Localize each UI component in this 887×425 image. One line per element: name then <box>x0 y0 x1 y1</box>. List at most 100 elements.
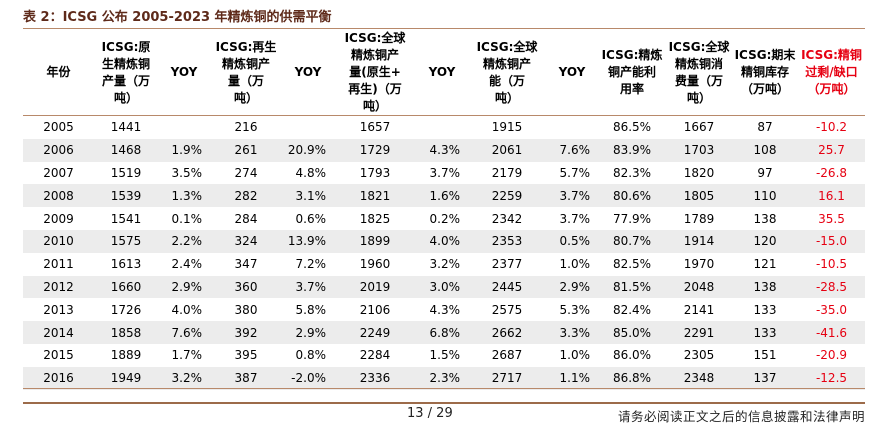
table-cell: 82.4% <box>612 302 652 317</box>
table-body: 2005 1441 216 1657 1915 86.5% 1667 87 -10.2 2006 1… <box>23 116 865 390</box>
year-cell: 2005 <box>43 120 74 135</box>
table-cell: 2717 <box>468 366 546 390</box>
table-row: 2007 1519 3.5% 274 4.8% 1793 3.7% 2179 5.7% 82.3%… <box>23 162 865 185</box>
header-yoy: YOY <box>282 30 334 116</box>
table-cell: 0.6% <box>295 211 327 226</box>
table-cell: 261 <box>210 138 282 162</box>
table-cell: 2377 <box>491 257 523 272</box>
table-cell: 1441 <box>110 120 142 135</box>
table-cell: 1.0% <box>559 348 591 363</box>
table-cell: 13.9% <box>282 229 334 253</box>
year-cell: 2006 <box>23 138 94 162</box>
table-cell: 2259 <box>468 184 546 208</box>
footer-divider <box>23 402 865 404</box>
table-cell: 80.6% <box>598 184 666 208</box>
table-cell: 1.5% <box>429 348 461 363</box>
table-cell: 1613 <box>110 257 142 272</box>
year-cell: 2015 <box>43 348 74 363</box>
table-row: 2014 1858 7.6% 392 2.9% 2249 6.8% 2662 3.3% 85.0%… <box>23 321 865 344</box>
table-cell <box>416 116 468 139</box>
table-cell: 1970 <box>683 257 715 272</box>
table-cell: 395 <box>234 348 258 363</box>
table-cell: 282 <box>210 184 282 208</box>
table-cell: 4.3% <box>416 138 468 162</box>
table-cell: 1899 <box>334 229 416 253</box>
table-cell: 20.9% <box>282 138 334 162</box>
table-cell: 1960 <box>359 257 391 272</box>
table-cell: 1703 <box>666 138 732 162</box>
table-cell: 4.8% <box>295 165 327 180</box>
table-cell: 380 <box>234 302 258 317</box>
table-cell: 0.2% <box>429 211 461 226</box>
header-cell: ICSG:期末 精铜库存 （万吨） <box>732 30 798 116</box>
table-cell: 360 <box>210 275 282 299</box>
table-cell: 1729 <box>334 138 416 162</box>
table-cell: 1660 <box>94 275 158 299</box>
table-cell: 5.8% <box>295 302 327 317</box>
table-cell: 3.7% <box>546 184 598 208</box>
header-yoy: YOY <box>158 30 210 116</box>
table-cell: 16.1 <box>798 184 865 208</box>
table-cell: 77.9% <box>612 211 652 226</box>
table-cell: 1825 <box>359 211 391 226</box>
table-cell: 121 <box>753 257 777 272</box>
table-cell: 3.7% <box>282 275 334 299</box>
table-cell: 2445 <box>468 275 546 299</box>
table-cell: 137 <box>732 366 798 390</box>
table-cell: 3.2% <box>158 366 210 390</box>
table-row: 2008 1539 1.3% 282 3.1% 1821 1.6% 2259 3.7% 80.6%… <box>23 184 865 208</box>
table-cell: 324 <box>210 229 282 253</box>
table-cell: 1.1% <box>546 366 598 390</box>
legal-disclaimer: 请务必阅读正文之后的信息披露和法律声明 <box>617 409 865 424</box>
table-cell: 5.7% <box>559 165 591 180</box>
table-cell: 85.0% <box>598 321 666 344</box>
table-cell: 0.8% <box>295 348 327 363</box>
table-cell: 1821 <box>334 184 416 208</box>
table-bottom-rule <box>23 388 865 389</box>
table-cell: 86.8% <box>598 366 666 390</box>
table-cell: 35.5 <box>818 211 845 226</box>
year-cell: 2012 <box>23 275 94 299</box>
table-cell: -28.5 <box>798 275 865 299</box>
table-cell: 1726 <box>110 302 142 317</box>
page-number: 13 / 29 <box>407 406 453 421</box>
table-cell: 1657 <box>359 120 391 135</box>
table-cell: 1.0% <box>559 257 591 272</box>
table-row: 2012 1660 2.9% 360 3.7% 2019 3.0% 2445 2.9% 81.5%… <box>23 275 865 299</box>
table-cell: 1667 <box>683 120 715 135</box>
table-cell: 1541 <box>110 211 142 226</box>
table-cell: 0.5% <box>546 229 598 253</box>
table-cell: 1519 <box>110 165 142 180</box>
table-cell: 1789 <box>683 211 715 226</box>
table-cell: 4.3% <box>429 302 461 317</box>
table-cell: 3.7% <box>429 165 461 180</box>
table-cell: 392 <box>210 321 282 344</box>
table-cell: 7.6% <box>158 321 210 344</box>
header-cell: ICSG:原 生精炼铜 产量（万 吨） <box>94 30 158 116</box>
table-row: 2009 1541 0.1% 284 0.6% 1825 0.2% 2342 3.7% 77.9%… <box>23 207 865 230</box>
header-cell: ICSG:全球 精炼铜产 量(原生+ 再生)（万 吨） <box>334 30 416 116</box>
table-cell: 2342 <box>491 211 523 226</box>
table-cell: 274 <box>234 165 258 180</box>
table-cell: 2575 <box>491 302 523 317</box>
table-cell: 2.4% <box>171 257 203 272</box>
table-cell: 1539 <box>94 184 158 208</box>
table-cell: 7.6% <box>546 138 598 162</box>
table-cell: 3.3% <box>546 321 598 344</box>
table-cell: 151 <box>753 348 777 363</box>
table-cell: 1.6% <box>416 184 468 208</box>
table-cell: 2061 <box>468 138 546 162</box>
table-cell: 81.5% <box>598 275 666 299</box>
year-cell: 2014 <box>23 321 94 344</box>
table-row: 2006 1468 1.9% 261 20.9% 1729 4.3% 2061 7.6% 83.9… <box>23 138 865 162</box>
table-header-row: 年份 ICSG:原 生精炼铜 产量（万 吨） YOY ICSG:再生 精炼铜产 量（万… <box>23 30 865 116</box>
table-cell: 1.9% <box>158 138 210 162</box>
table-cell: 2687 <box>491 348 523 363</box>
table-cell: 2305 <box>683 348 715 363</box>
table-cell: 6.8% <box>416 321 468 344</box>
table-cell: 2.2% <box>158 229 210 253</box>
year-cell: 2016 <box>23 366 94 390</box>
table-cell: 2336 <box>334 366 416 390</box>
table-cell: 2249 <box>334 321 416 344</box>
table-row: 2011 1613 2.4% 347 7.2% 1960 3.2% 2377 1.0% 82.5%… <box>23 253 865 276</box>
